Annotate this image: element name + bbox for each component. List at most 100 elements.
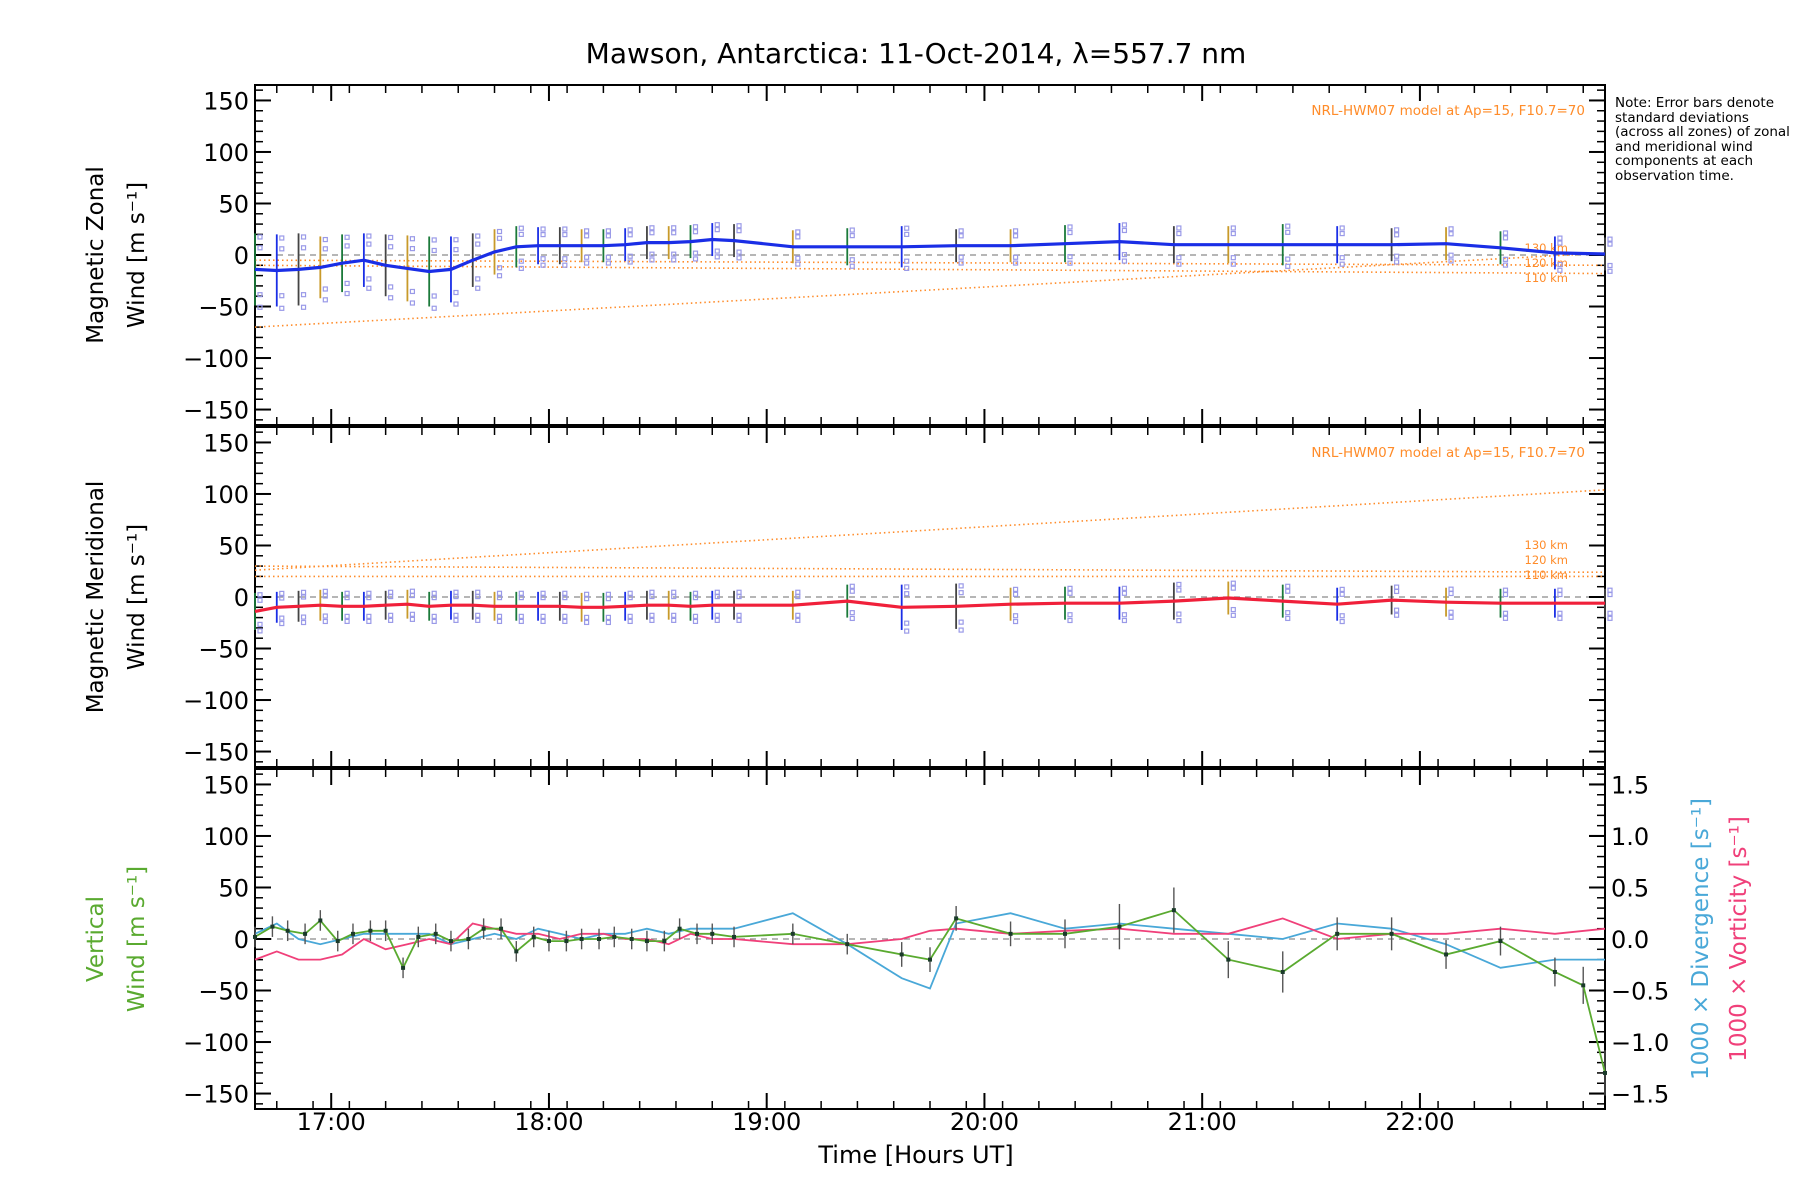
zone-point <box>388 234 394 241</box>
zone-point <box>322 297 328 303</box>
zone-point <box>1394 232 1400 238</box>
zone-point <box>322 236 328 243</box>
zone-point <box>1557 261 1563 268</box>
zone-point <box>692 250 699 256</box>
zone-point <box>1230 230 1236 237</box>
vertical-wind-point <box>662 939 667 944</box>
y-tick-label: 50 <box>218 532 249 560</box>
zone-point <box>1285 256 1291 262</box>
zone-point <box>1067 254 1073 260</box>
zone-point <box>692 224 699 230</box>
model-altitude-label: 130 km <box>1525 538 1568 552</box>
zone-point <box>475 589 481 595</box>
zone-point <box>1285 615 1291 622</box>
zone-point <box>1121 258 1128 264</box>
y-tick-label: 50 <box>218 874 249 902</box>
zone-point <box>671 257 677 263</box>
zone-point <box>409 588 416 594</box>
zone-point <box>692 256 699 262</box>
zone-point <box>475 617 481 623</box>
zone-point <box>627 590 633 596</box>
zone-point <box>1285 223 1291 229</box>
zone-point <box>475 241 481 247</box>
zone-point <box>1607 587 1613 593</box>
zone-point <box>431 618 437 625</box>
zone-point <box>388 244 394 250</box>
zone-point <box>366 233 372 239</box>
zone-point <box>849 233 855 239</box>
zone-point <box>453 237 459 243</box>
zone-point <box>1339 261 1345 267</box>
zone-point <box>627 253 633 259</box>
zone-point <box>300 619 307 626</box>
zone-point <box>1557 610 1563 616</box>
vertical-wind-point <box>433 931 438 936</box>
zone-point <box>322 593 328 599</box>
zone-point <box>1176 587 1182 593</box>
zone-point <box>692 229 699 235</box>
zone-point <box>388 617 394 623</box>
zone-point <box>1067 612 1073 618</box>
zone-point <box>1121 617 1128 624</box>
zone-point <box>736 223 742 229</box>
zone-point <box>1448 226 1454 232</box>
zone-point <box>1339 586 1345 592</box>
zone-point <box>1394 607 1400 613</box>
vertical-wind-panel: 150 100 50 0 −50 −100 −150 17:00 18:00 19:00 20:00… <box>83 768 1752 1136</box>
zone-point <box>300 245 307 251</box>
meridional-wind-panel: 150 100 50 0 −50 −100 −150 Magnetic Meridional W… <box>83 426 1613 768</box>
zone-point <box>1607 236 1613 242</box>
zone-point <box>366 613 372 619</box>
zone-point <box>958 619 964 625</box>
y-axis-label: Wind [m s⁻¹] <box>124 524 150 670</box>
zone-point <box>649 251 655 257</box>
y-tick-label: −50 <box>198 636 249 664</box>
zone-point <box>366 285 372 291</box>
zone-point <box>1394 584 1400 590</box>
zone-point <box>1067 260 1073 266</box>
zone-point <box>518 225 524 231</box>
vertical-wind-point <box>401 965 406 970</box>
zone-point <box>1394 612 1400 618</box>
zone-point <box>344 234 350 240</box>
y-axis-label: Magnetic Zonal <box>83 166 109 344</box>
zone-point <box>1448 258 1454 264</box>
zone-point <box>540 262 546 268</box>
zone-point <box>958 254 964 260</box>
zone-point <box>344 290 350 297</box>
zone-point <box>518 265 524 271</box>
zone-point <box>736 612 742 618</box>
zone-point <box>257 597 263 603</box>
vertical-wind-point <box>1226 957 1231 962</box>
zone-point <box>562 613 568 619</box>
zone-point <box>1230 225 1236 231</box>
zone-point <box>849 588 855 594</box>
zone-point <box>1285 583 1291 589</box>
zone-point <box>300 292 307 298</box>
vertical-wind-point <box>1171 908 1176 913</box>
error-bar-note: Note: Error bars denote standard deviati… <box>1615 95 1790 184</box>
zone-point <box>540 232 546 238</box>
vertical-wind-point <box>899 952 904 957</box>
zone-point <box>496 265 503 271</box>
zone-point <box>584 233 590 239</box>
zone-point <box>453 289 459 296</box>
x-tick-label: 18:00 <box>514 1108 583 1136</box>
zone-point <box>584 614 590 621</box>
zone-point <box>453 612 459 618</box>
y-tick-label: 150 <box>203 771 249 799</box>
zone-point <box>671 225 677 231</box>
zone-point <box>849 610 855 616</box>
zone-point <box>1285 229 1291 235</box>
zone-point <box>605 591 611 597</box>
vertical-wind-point <box>448 939 453 944</box>
zone-point <box>300 304 307 310</box>
zone-point <box>1502 615 1509 621</box>
zone-point <box>627 259 633 265</box>
zone-point <box>627 595 633 601</box>
zone-point <box>496 590 503 596</box>
zone-point <box>475 233 481 239</box>
y-tick-label: −150 <box>183 739 249 767</box>
vertical-wind-point <box>383 928 388 933</box>
